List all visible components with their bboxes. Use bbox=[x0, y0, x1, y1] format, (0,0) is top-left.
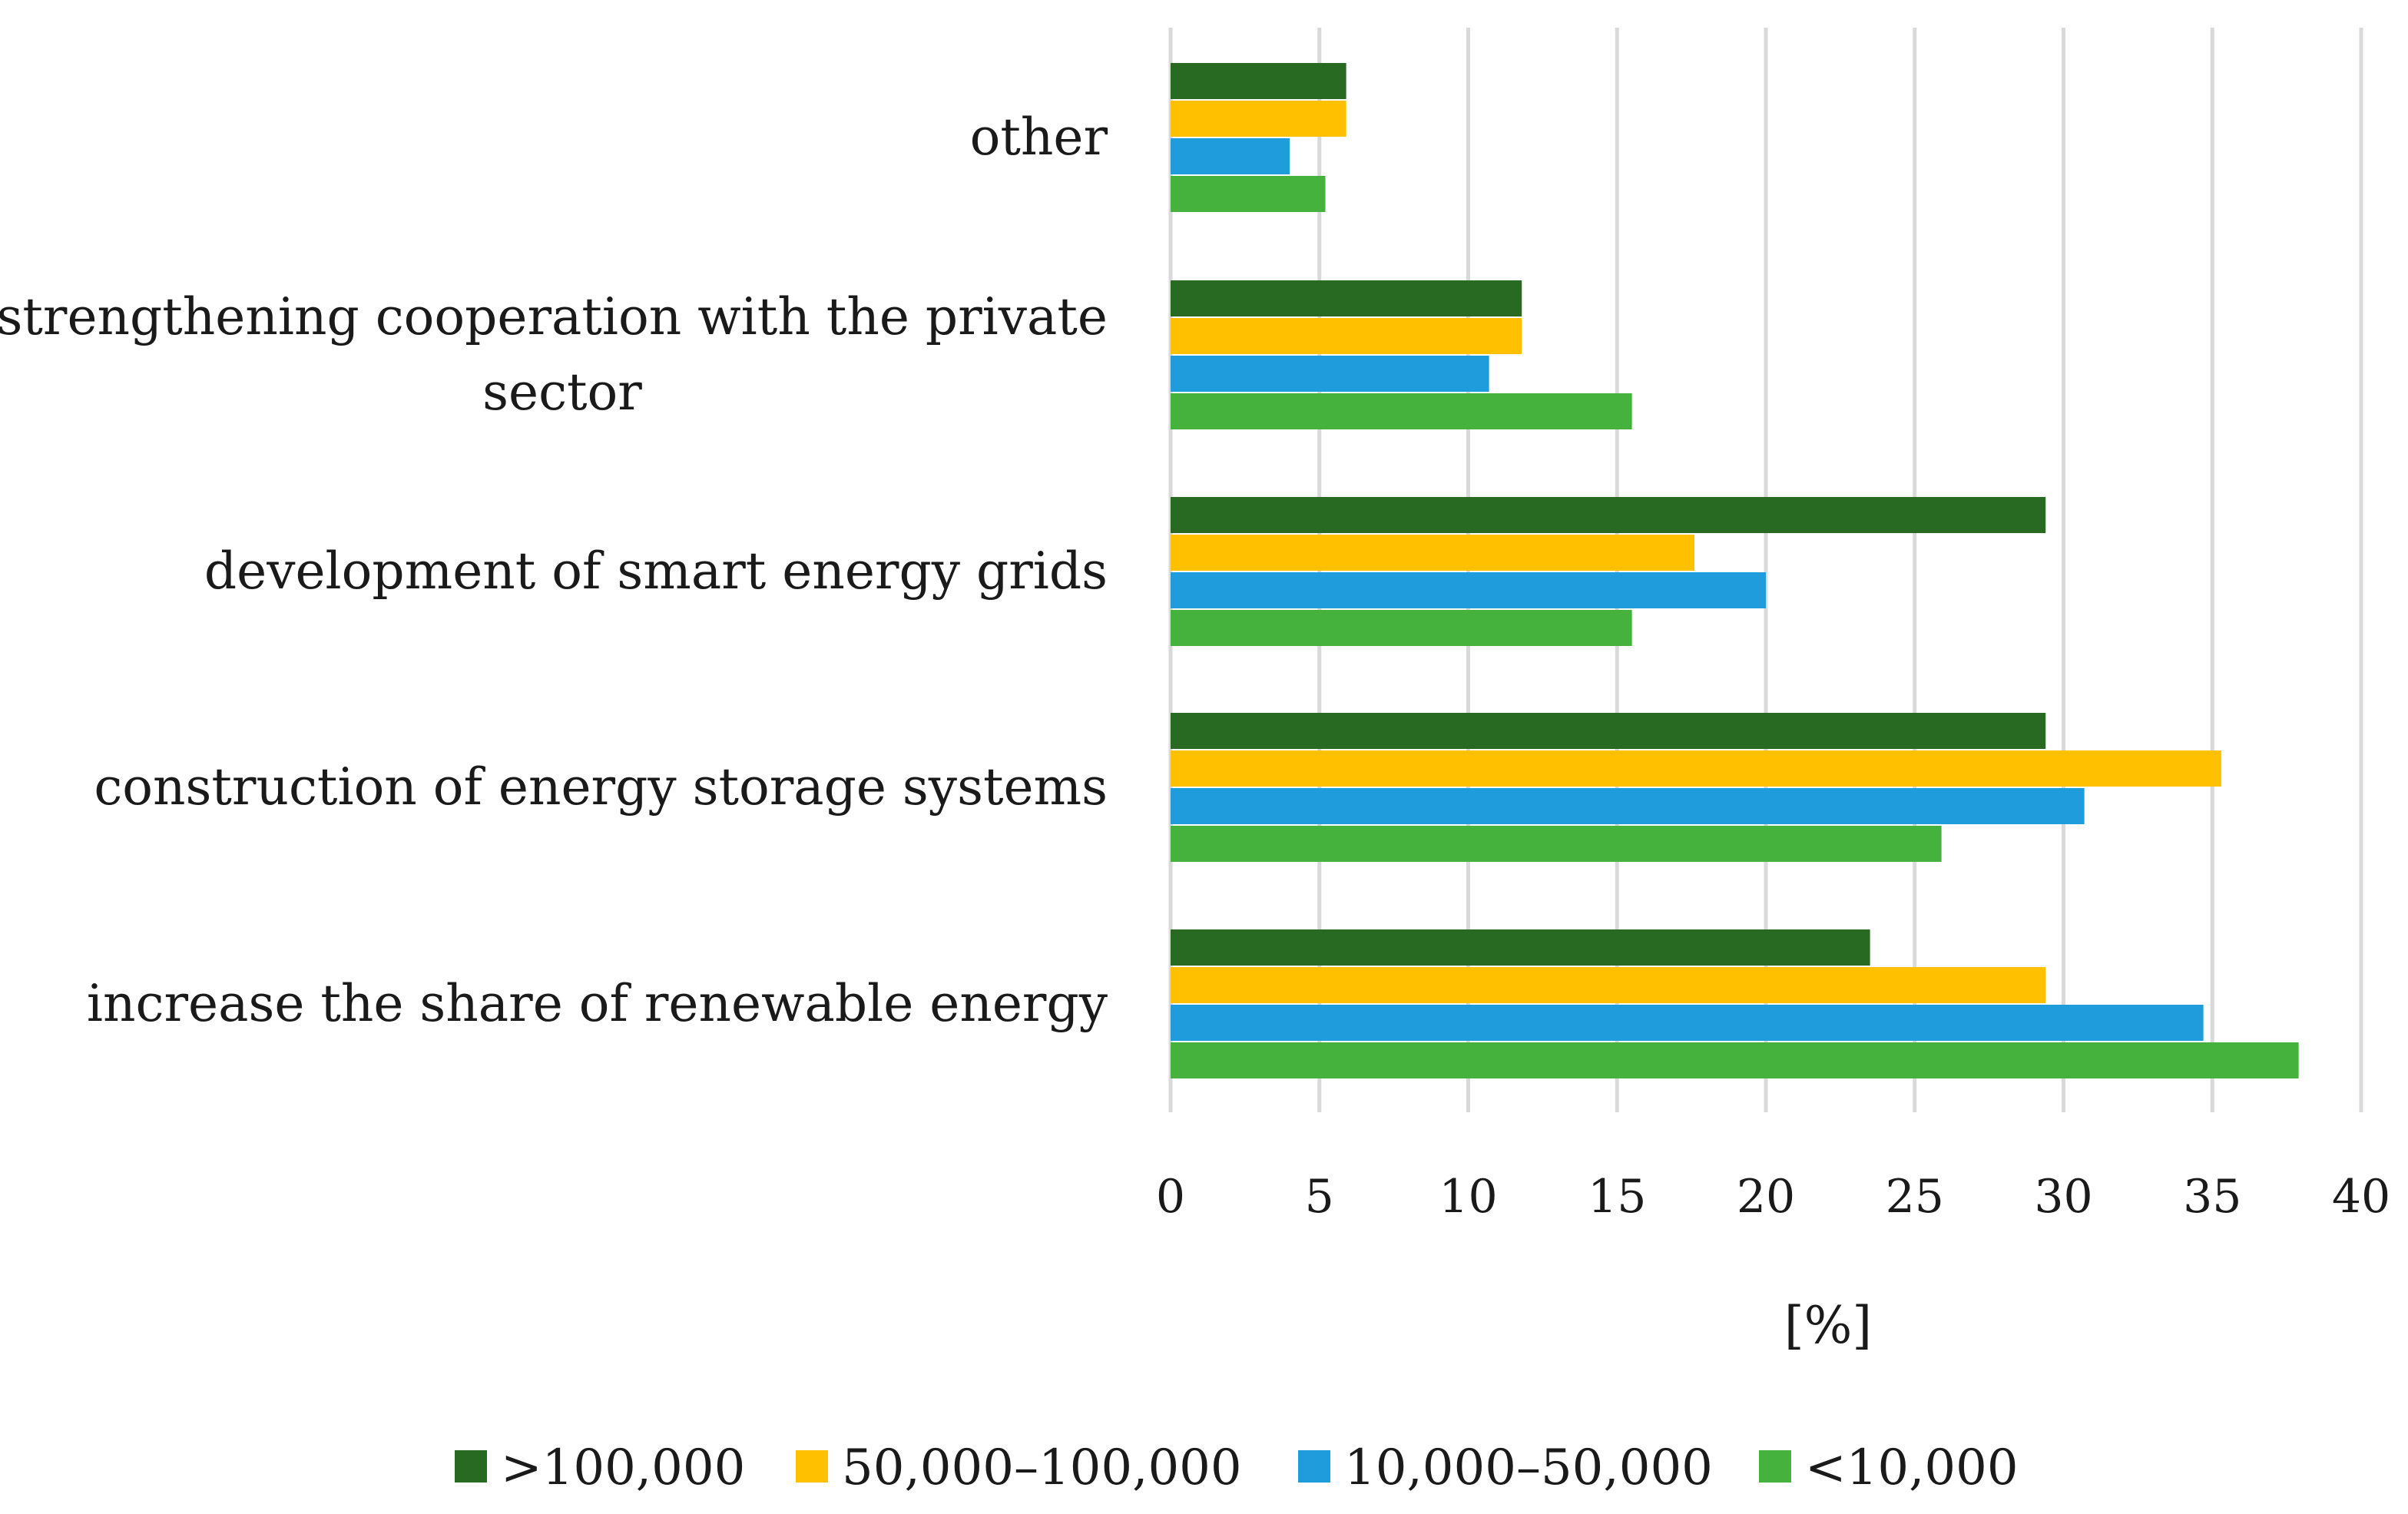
x-tick-label: 20 bbox=[1737, 1170, 1795, 1224]
x-axis-title: [%] bbox=[1784, 1296, 1872, 1355]
bar bbox=[1171, 610, 1632, 646]
legend-label: 10,000–50,000 bbox=[1344, 1439, 1713, 1496]
bars bbox=[1171, 63, 2299, 1078]
x-tick-label: 35 bbox=[2183, 1170, 2241, 1224]
category-labels: other strengthening cooperation with the … bbox=[0, 108, 1108, 1033]
legend-swatch bbox=[1759, 1450, 1791, 1483]
bar bbox=[1171, 572, 1766, 608]
bar bbox=[1171, 788, 2085, 824]
bar bbox=[1171, 497, 2046, 533]
bar bbox=[1171, 356, 1489, 392]
bar bbox=[1171, 713, 2046, 749]
category-label: development of smart energy grids bbox=[204, 542, 1108, 601]
x-tick-label: 40 bbox=[2332, 1170, 2390, 1224]
legend-label: >100,000 bbox=[501, 1439, 745, 1496]
legend-label: <10,000 bbox=[1805, 1439, 2019, 1496]
legend: >100,000 50,000–100,000 10,000–50,000 <10,0… bbox=[455, 1439, 2019, 1496]
bar bbox=[1171, 138, 1290, 174]
x-tick-label: 5 bbox=[1305, 1170, 1334, 1224]
x-tick-label: 0 bbox=[1156, 1170, 1185, 1224]
bar bbox=[1171, 318, 1522, 354]
x-tick-label: 25 bbox=[1886, 1170, 1944, 1224]
legend-swatch bbox=[1298, 1450, 1330, 1483]
bar bbox=[1171, 176, 1326, 212]
category-label: other bbox=[970, 108, 1108, 167]
x-tick-label: 15 bbox=[1588, 1170, 1646, 1224]
bar bbox=[1171, 535, 1694, 571]
bar bbox=[1171, 967, 2046, 1003]
bar bbox=[1171, 929, 1870, 966]
bar bbox=[1171, 280, 1522, 316]
legend-swatch bbox=[796, 1450, 828, 1483]
bar bbox=[1171, 1005, 2204, 1041]
category-label: strengthening cooperation with the priva… bbox=[0, 287, 1108, 346]
category-label: construction of energy storage systems bbox=[94, 757, 1108, 817]
bar bbox=[1171, 826, 1942, 862]
x-axis-ticks: 0 5 10 15 20 25 30 35 40 bbox=[1156, 1170, 2390, 1224]
category-label: sector bbox=[482, 363, 642, 422]
x-tick-label: 10 bbox=[1439, 1170, 1497, 1224]
category-label: increase the share of renewable energy bbox=[87, 974, 1108, 1033]
bar bbox=[1171, 750, 2221, 787]
bar bbox=[1171, 393, 1632, 429]
legend-swatch bbox=[455, 1450, 487, 1483]
bar bbox=[1171, 63, 1346, 99]
x-tick-label: 30 bbox=[2034, 1170, 2092, 1224]
bar bbox=[1171, 101, 1346, 137]
bar bbox=[1171, 1042, 2299, 1078]
legend-label: 50,000–100,000 bbox=[842, 1439, 1242, 1496]
